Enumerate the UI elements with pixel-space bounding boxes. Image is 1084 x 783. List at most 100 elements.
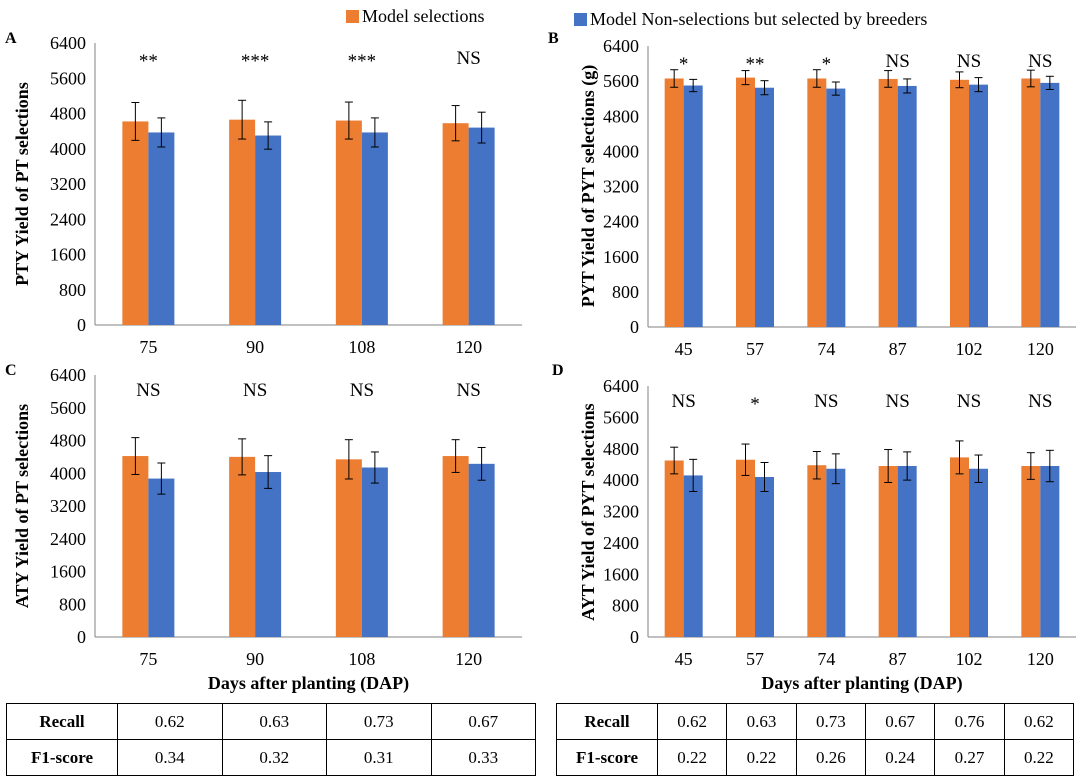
significance-label: NS: [672, 391, 696, 412]
panel-letter-a: A: [5, 30, 17, 47]
table-row-label: F1-score: [6, 739, 118, 776]
table-cell: 0.63: [221, 703, 327, 740]
table-cell: 0.22: [656, 739, 728, 776]
significance-label: NS: [957, 391, 981, 412]
significance-label: NS: [886, 391, 910, 412]
significance-label: NS: [957, 51, 981, 72]
metrics-table-right: Recall 0.62 0.63 0.73 0.67 0.76 0.62 F1-…: [556, 703, 1075, 776]
significance-label: NS: [1028, 391, 1052, 412]
table-row-label: Recall: [6, 703, 118, 740]
y-tick-label: 1600: [603, 247, 639, 267]
bar-breeder-selections: [969, 468, 988, 637]
y-tick-label: 1600: [50, 245, 86, 265]
bar-breeder-selections: [969, 84, 988, 327]
x-tick-label: 87: [889, 649, 907, 669]
table-cell: 0.22: [1003, 739, 1075, 776]
y-tick-label: 5600: [603, 407, 639, 427]
x-tick-label: 90: [246, 337, 264, 357]
y-axis-label: ATY Yield of PT selections: [12, 404, 32, 608]
y-tick-label: 0: [630, 317, 639, 337]
legend-swatch-model-selections: [346, 10, 359, 23]
bar-model-selections: [736, 77, 755, 327]
table-cell: 0.73: [326, 703, 432, 740]
x-tick-label: 102: [956, 649, 983, 669]
table-cell: 0.62: [656, 703, 728, 740]
y-tick-label: 2400: [50, 209, 86, 229]
x-tick-label: 74: [817, 339, 835, 359]
significance-label: ***: [348, 51, 377, 72]
significance-label: NS: [456, 380, 480, 401]
table-cell: 0.27: [934, 739, 1005, 776]
x-tick-label: 45: [675, 649, 693, 669]
y-tick-label: 6400: [50, 365, 86, 385]
significance-label: **: [746, 54, 765, 75]
y-tick-label: 0: [77, 315, 86, 335]
bar-breeder-selections: [826, 468, 846, 637]
x-tick-label: 45: [675, 339, 693, 359]
bar-model-selections: [122, 121, 149, 326]
y-tick-label: 5600: [50, 68, 86, 88]
x-tick-label: 108: [348, 337, 375, 357]
significance-label: NS: [886, 51, 910, 72]
x-tick-label: 90: [246, 649, 264, 669]
y-tick-label: 4000: [603, 470, 639, 490]
chart-panel-c: 0 800 1600 2400 3200 4000 4800 5600 6400 ATY Yiel…: [12, 365, 522, 694]
x-tick-label: 74: [817, 649, 835, 669]
y-tick-label: 5600: [50, 398, 86, 418]
table-cell: 0.34: [117, 739, 223, 776]
x-tick-label: 102: [956, 339, 983, 359]
bar-breeder-selections: [755, 87, 774, 327]
bar-model-selections: [442, 456, 469, 637]
bar-model-selections: [878, 78, 898, 327]
y-tick-label: 0: [630, 627, 639, 647]
table-cell: 0.67: [430, 703, 536, 740]
panel-letter-b: B: [548, 30, 559, 47]
bar-breeder-selections: [755, 476, 774, 637]
x-tick-label: 120: [1027, 649, 1054, 669]
bar-model-selections: [122, 456, 149, 637]
x-tick-label: 120: [1027, 339, 1054, 359]
y-tick-label: 3200: [603, 502, 639, 522]
bar-breeder-selections: [468, 463, 495, 637]
table-cell: 0.63: [726, 703, 797, 740]
significance-label: *: [679, 54, 689, 75]
table-cell: 0.31: [326, 739, 432, 776]
y-tick-label: 1600: [603, 564, 639, 584]
bar-model-selections: [335, 459, 362, 637]
bar-model-selections: [335, 120, 362, 325]
x-tick-label: 120: [455, 649, 482, 669]
bar-breeder-selections: [468, 127, 495, 325]
bar-model-selections: [1021, 78, 1041, 327]
table-cell: 0.24: [864, 739, 936, 776]
bar-model-selections: [807, 465, 827, 637]
bar-breeder-selections: [255, 135, 282, 325]
table-cell: 0.62: [117, 703, 223, 740]
significance-label: NS: [350, 380, 374, 401]
bar-model-selections: [1021, 466, 1041, 637]
table-row-label: F1-score: [556, 739, 658, 776]
significance-label: **: [139, 51, 158, 72]
y-tick-label: 4800: [50, 104, 86, 124]
y-tick-label: 2400: [603, 533, 639, 553]
x-tick-label: 120: [455, 337, 482, 357]
x-axis-label: Days after planting (DAP): [208, 673, 409, 694]
y-tick-label: 4000: [50, 463, 86, 483]
bar-breeder-selections: [1040, 466, 1060, 637]
significance-label: NS: [1028, 51, 1052, 72]
bar-breeder-selections: [255, 472, 282, 637]
y-tick-label: 4800: [50, 431, 86, 451]
table-cell: 0.62: [1003, 703, 1075, 740]
y-axis-label: AYT Yield of PYT selections: [578, 403, 598, 620]
bar-model-selections: [664, 78, 684, 327]
bar-model-selections: [878, 466, 898, 637]
bar-breeder-selections: [148, 478, 175, 637]
bar-breeder-selections: [148, 132, 175, 325]
bar-breeder-selections: [361, 132, 388, 325]
table-cell: 0.33: [430, 739, 536, 776]
y-tick-label: 0: [77, 627, 86, 647]
significance-label: NS: [136, 380, 160, 401]
bar-breeder-selections: [826, 88, 846, 327]
y-tick-label: 2400: [50, 529, 86, 549]
y-tick-label: 6400: [50, 33, 86, 53]
